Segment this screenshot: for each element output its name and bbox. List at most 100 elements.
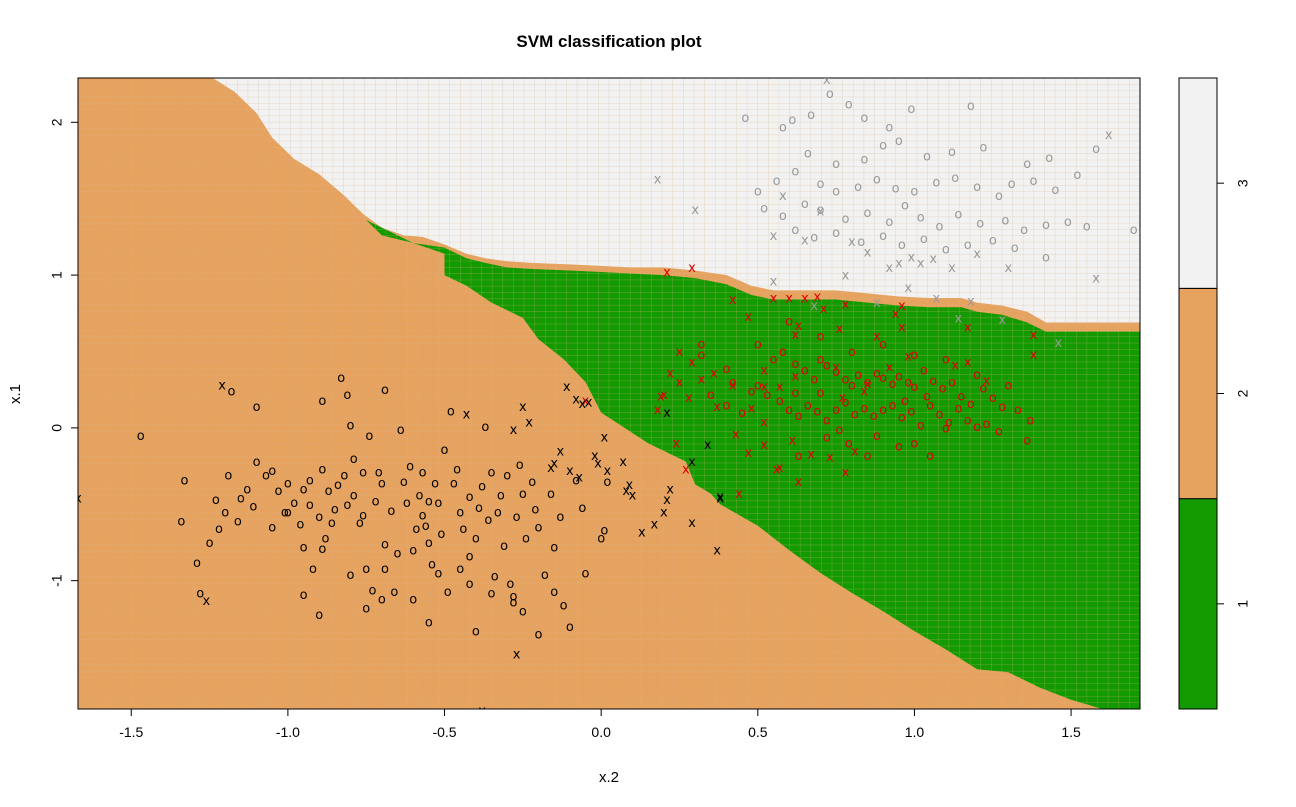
region-class-1 (366, 220, 1140, 709)
data-point-black: o (434, 567, 442, 582)
support-vector-point-gray: x (954, 311, 962, 326)
data-point-black: o (456, 505, 464, 520)
data-point-gray: o (857, 235, 865, 250)
support-vector-point-red: x (864, 377, 872, 392)
data-point-red: o (823, 414, 831, 429)
support-vector-point-red: x (964, 321, 972, 336)
data-point-gray: o (901, 198, 909, 213)
data-point-red: o (929, 374, 937, 389)
data-point-red: o (939, 382, 947, 397)
data-point-gray: o (1030, 174, 1038, 189)
data-point-black: o (453, 463, 461, 478)
data-point-black: o (597, 531, 605, 546)
data-point-black: o (306, 498, 314, 513)
support-vector-point-gray: x (1105, 128, 1113, 143)
data-point-gray: o (873, 172, 881, 187)
data-point-red: o (791, 386, 799, 401)
data-point-gray: o (741, 111, 749, 126)
data-point-gray: o (1045, 151, 1053, 166)
data-point-black: o (422, 519, 430, 534)
data-point-red: o (848, 345, 856, 360)
data-point-gray: o (936, 220, 944, 235)
data-point-black: o (447, 405, 455, 420)
decision-regions (78, 78, 1140, 709)
x-axis: -1.5 -1.0 -0.5 0.0 0.5 1.0 1.5 (119, 708, 1081, 740)
data-point-black: o (268, 521, 276, 536)
data-point-black: o (459, 522, 467, 537)
data-point-black: o (281, 505, 289, 520)
support-vector-point-red: x (898, 321, 906, 336)
data-point-black: o (290, 496, 298, 511)
data-point-black: o (406, 460, 414, 475)
data-point-black: o (409, 544, 417, 559)
data-point-black: o (347, 568, 355, 583)
support-vector-point-black: x (478, 704, 486, 719)
data-point-black: o (331, 502, 339, 517)
support-vector-point-black: x (604, 464, 612, 479)
data-point-gray: o (1001, 214, 1009, 229)
data-point-black: o (343, 388, 351, 403)
data-point-black: o (441, 443, 449, 458)
support-vector-point-red: x (983, 374, 991, 389)
data-point-black: o (315, 510, 323, 525)
data-point-red: o (813, 405, 821, 420)
support-vector-point-gray: x (873, 296, 881, 311)
data-point-red: o (785, 403, 793, 418)
data-point-red: o (926, 449, 934, 464)
data-point-black: o (425, 615, 433, 630)
support-vector-point-red: x (892, 307, 900, 322)
support-vector-point-black: x (716, 490, 724, 505)
support-vector-point-red: x (760, 415, 768, 430)
data-point-black: o (196, 586, 204, 601)
data-point-black: o (387, 504, 395, 519)
data-point-black: o (494, 505, 502, 520)
support-vector-point-red: x (835, 322, 843, 337)
data-point-gray: o (995, 189, 1003, 204)
data-point-red: o (898, 411, 906, 426)
support-vector-point-gray: x (691, 203, 699, 218)
support-vector-point-red: x (1030, 328, 1038, 343)
support-vector-point-red: x (860, 385, 868, 400)
support-vector-point-gray: x (904, 281, 912, 296)
support-vector-point-red: x (760, 363, 768, 378)
data-point-black: o (519, 605, 527, 620)
support-vector-point-red: x (676, 345, 684, 360)
data-point-black: o (378, 593, 386, 608)
data-point-red: o (1014, 403, 1022, 418)
data-point-gray: o (951, 171, 959, 186)
data-point-red: o (864, 376, 872, 391)
data-point-red: o (723, 399, 731, 414)
data-point-black: o (431, 476, 439, 491)
data-point-red: o (723, 362, 731, 377)
support-vector-point-red: x (776, 461, 784, 476)
data-point-red: o (835, 423, 843, 438)
data-point-black: o (221, 505, 229, 520)
data-point-black: o (224, 469, 232, 484)
data-point-red: o (848, 379, 856, 394)
data-point-red: o (954, 402, 962, 417)
data-point-black: o (528, 475, 536, 490)
support-vector-point-black: x (575, 470, 583, 485)
support-vector-point-red: x (839, 391, 847, 406)
data-point-gray: o (807, 108, 815, 123)
data-point-black: o (206, 536, 214, 551)
support-vector-point-red: x (886, 360, 894, 375)
data-point-black: o (506, 577, 514, 592)
data-point-gray: o (860, 111, 868, 126)
x-axis-label: x.2 (599, 769, 619, 786)
data-point-black: o (262, 469, 270, 484)
support-vector-point-black: x (704, 438, 712, 453)
data-point-black: o (503, 469, 511, 484)
data-point-red: o (879, 403, 887, 418)
data-point-black: o (322, 531, 330, 546)
data-point-red: o (845, 437, 853, 452)
data-point-red: o (945, 415, 953, 430)
data-point-black: o (516, 458, 524, 473)
data-point-red: o (920, 363, 928, 378)
support-vector-point-red: x (666, 366, 674, 381)
data-point-black: o (137, 429, 145, 444)
data-point-red: o (983, 417, 991, 432)
data-point-black: o (475, 501, 483, 516)
data-point-black: o (425, 536, 433, 551)
data-point-gray: o (898, 238, 906, 253)
